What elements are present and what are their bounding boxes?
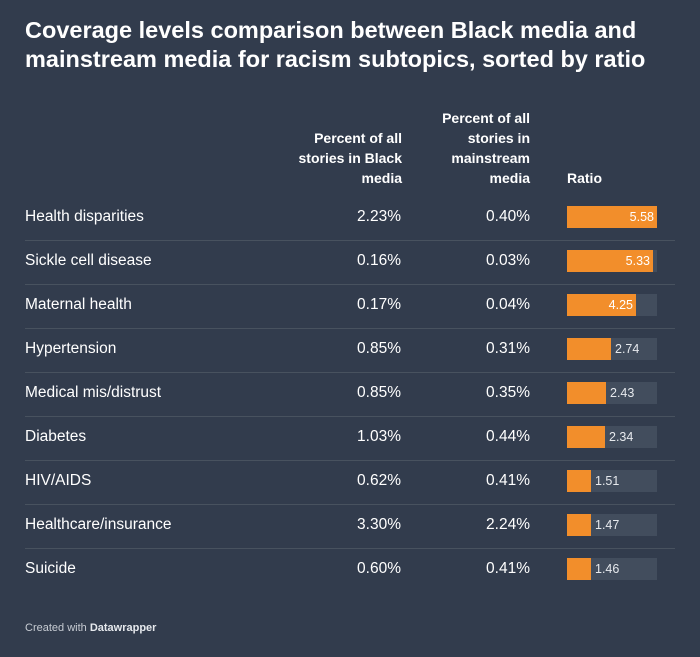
footer-prefix: Created with bbox=[25, 622, 90, 634]
ratio-bar-track: 1.47 bbox=[567, 514, 657, 536]
table-row: Medical mis/distrust 0.85% 0.35% 2.43 bbox=[25, 372, 675, 417]
table-row: Healthcare/insurance 3.30% 2.24% 1.47 bbox=[25, 504, 675, 549]
black-media-percent: 0.85% bbox=[357, 340, 401, 357]
row-label: Sickle cell disease bbox=[25, 252, 152, 269]
ratio-bar bbox=[567, 338, 611, 360]
table-row: Health disparities 2.23% 0.40% 5.58 bbox=[25, 196, 675, 241]
ratio-value-label: 2.43 bbox=[610, 386, 635, 400]
table-row: Maternal health 0.17% 0.04% 4.25 bbox=[25, 284, 675, 329]
row-label: HIV/AIDS bbox=[25, 472, 92, 489]
header-ratio: Ratio bbox=[567, 170, 602, 186]
ratio-value-label: 1.46 bbox=[595, 562, 620, 576]
ratio-value-label: 5.58 bbox=[629, 210, 654, 224]
ratio-value-label: 1.51 bbox=[595, 474, 620, 488]
mainstream-media-percent: 0.40% bbox=[486, 208, 530, 225]
black-media-percent: 1.03% bbox=[357, 428, 401, 445]
ratio-bar bbox=[567, 294, 636, 316]
ratio-bar bbox=[567, 382, 606, 404]
row-label: Health disparities bbox=[25, 208, 144, 225]
ratio-bar bbox=[567, 426, 605, 448]
ratio-value-label: 4.25 bbox=[608, 298, 633, 312]
mainstream-media-percent: 0.41% bbox=[486, 560, 530, 577]
ratio-value-label: 2.74 bbox=[615, 342, 640, 356]
row-label: Hypertension bbox=[25, 340, 117, 357]
row-label: Diabetes bbox=[25, 428, 87, 445]
ratio-value-label: 1.47 bbox=[595, 518, 620, 532]
black-media-percent: 0.60% bbox=[357, 560, 401, 577]
black-media-percent: 0.62% bbox=[357, 472, 401, 489]
ratio-bar bbox=[567, 470, 591, 492]
black-media-percent: 2.23% bbox=[357, 208, 401, 225]
table-row: Sickle cell disease 0.16% 0.03% 5.33 bbox=[25, 240, 675, 285]
table-row: HIV/AIDS 0.62% 0.41% 1.51 bbox=[25, 460, 675, 505]
header-black-media: Percent of all stories in Black media bbox=[298, 130, 403, 186]
row-label: Healthcare/insurance bbox=[25, 516, 172, 533]
ratio-bar-track: 1.46 bbox=[567, 558, 657, 580]
row-label: Medical mis/distrust bbox=[25, 384, 162, 401]
mainstream-media-percent: 2.24% bbox=[486, 516, 530, 533]
black-media-percent: 3.30% bbox=[357, 516, 401, 533]
black-media-percent: 0.17% bbox=[357, 296, 401, 313]
footer-brand: Datawrapper bbox=[89, 622, 157, 634]
chart-title: Coverage levels comparison between Black… bbox=[25, 17, 646, 72]
ratio-bar-track: 5.33 bbox=[567, 250, 657, 272]
ratio-value-label: 2.34 bbox=[609, 430, 634, 444]
ratio-bar bbox=[567, 206, 657, 228]
mainstream-media-percent: 0.35% bbox=[486, 384, 530, 401]
header-mainstream-media: Percent of all stories in mainstream med… bbox=[442, 110, 530, 186]
mainstream-media-percent: 0.41% bbox=[486, 472, 530, 489]
table-row: Hypertension 0.85% 0.31% 2.74 bbox=[25, 328, 675, 373]
black-media-percent: 0.16% bbox=[357, 252, 401, 269]
mainstream-media-percent: 0.31% bbox=[486, 340, 530, 357]
table-row: Diabetes 1.03% 0.44% 2.34 bbox=[25, 416, 675, 461]
table-row: Suicide 0.60% 0.41% 1.46 bbox=[25, 548, 675, 592]
mainstream-media-percent: 0.04% bbox=[486, 296, 530, 313]
footer-credit: Created with Datawrapper bbox=[25, 622, 156, 634]
ratio-bar-track: 1.51 bbox=[567, 470, 657, 492]
ratio-bar bbox=[567, 558, 591, 580]
ratio-bar bbox=[567, 250, 653, 272]
ratio-bar-track: 2.34 bbox=[567, 426, 657, 448]
ratio-bar-track: 2.74 bbox=[567, 338, 657, 360]
row-label: Maternal health bbox=[25, 296, 132, 313]
ratio-bar-track: 4.25 bbox=[567, 294, 657, 316]
row-label: Suicide bbox=[25, 560, 76, 577]
mainstream-media-percent: 0.44% bbox=[486, 428, 530, 445]
ratio-value-label: 5.33 bbox=[625, 254, 650, 268]
ratio-bar-track: 2.43 bbox=[567, 382, 657, 404]
ratio-bar-track: 5.58 bbox=[567, 206, 657, 228]
black-media-percent: 0.85% bbox=[357, 384, 401, 401]
ratio-bar bbox=[567, 514, 591, 536]
mainstream-media-percent: 0.03% bbox=[486, 252, 530, 269]
